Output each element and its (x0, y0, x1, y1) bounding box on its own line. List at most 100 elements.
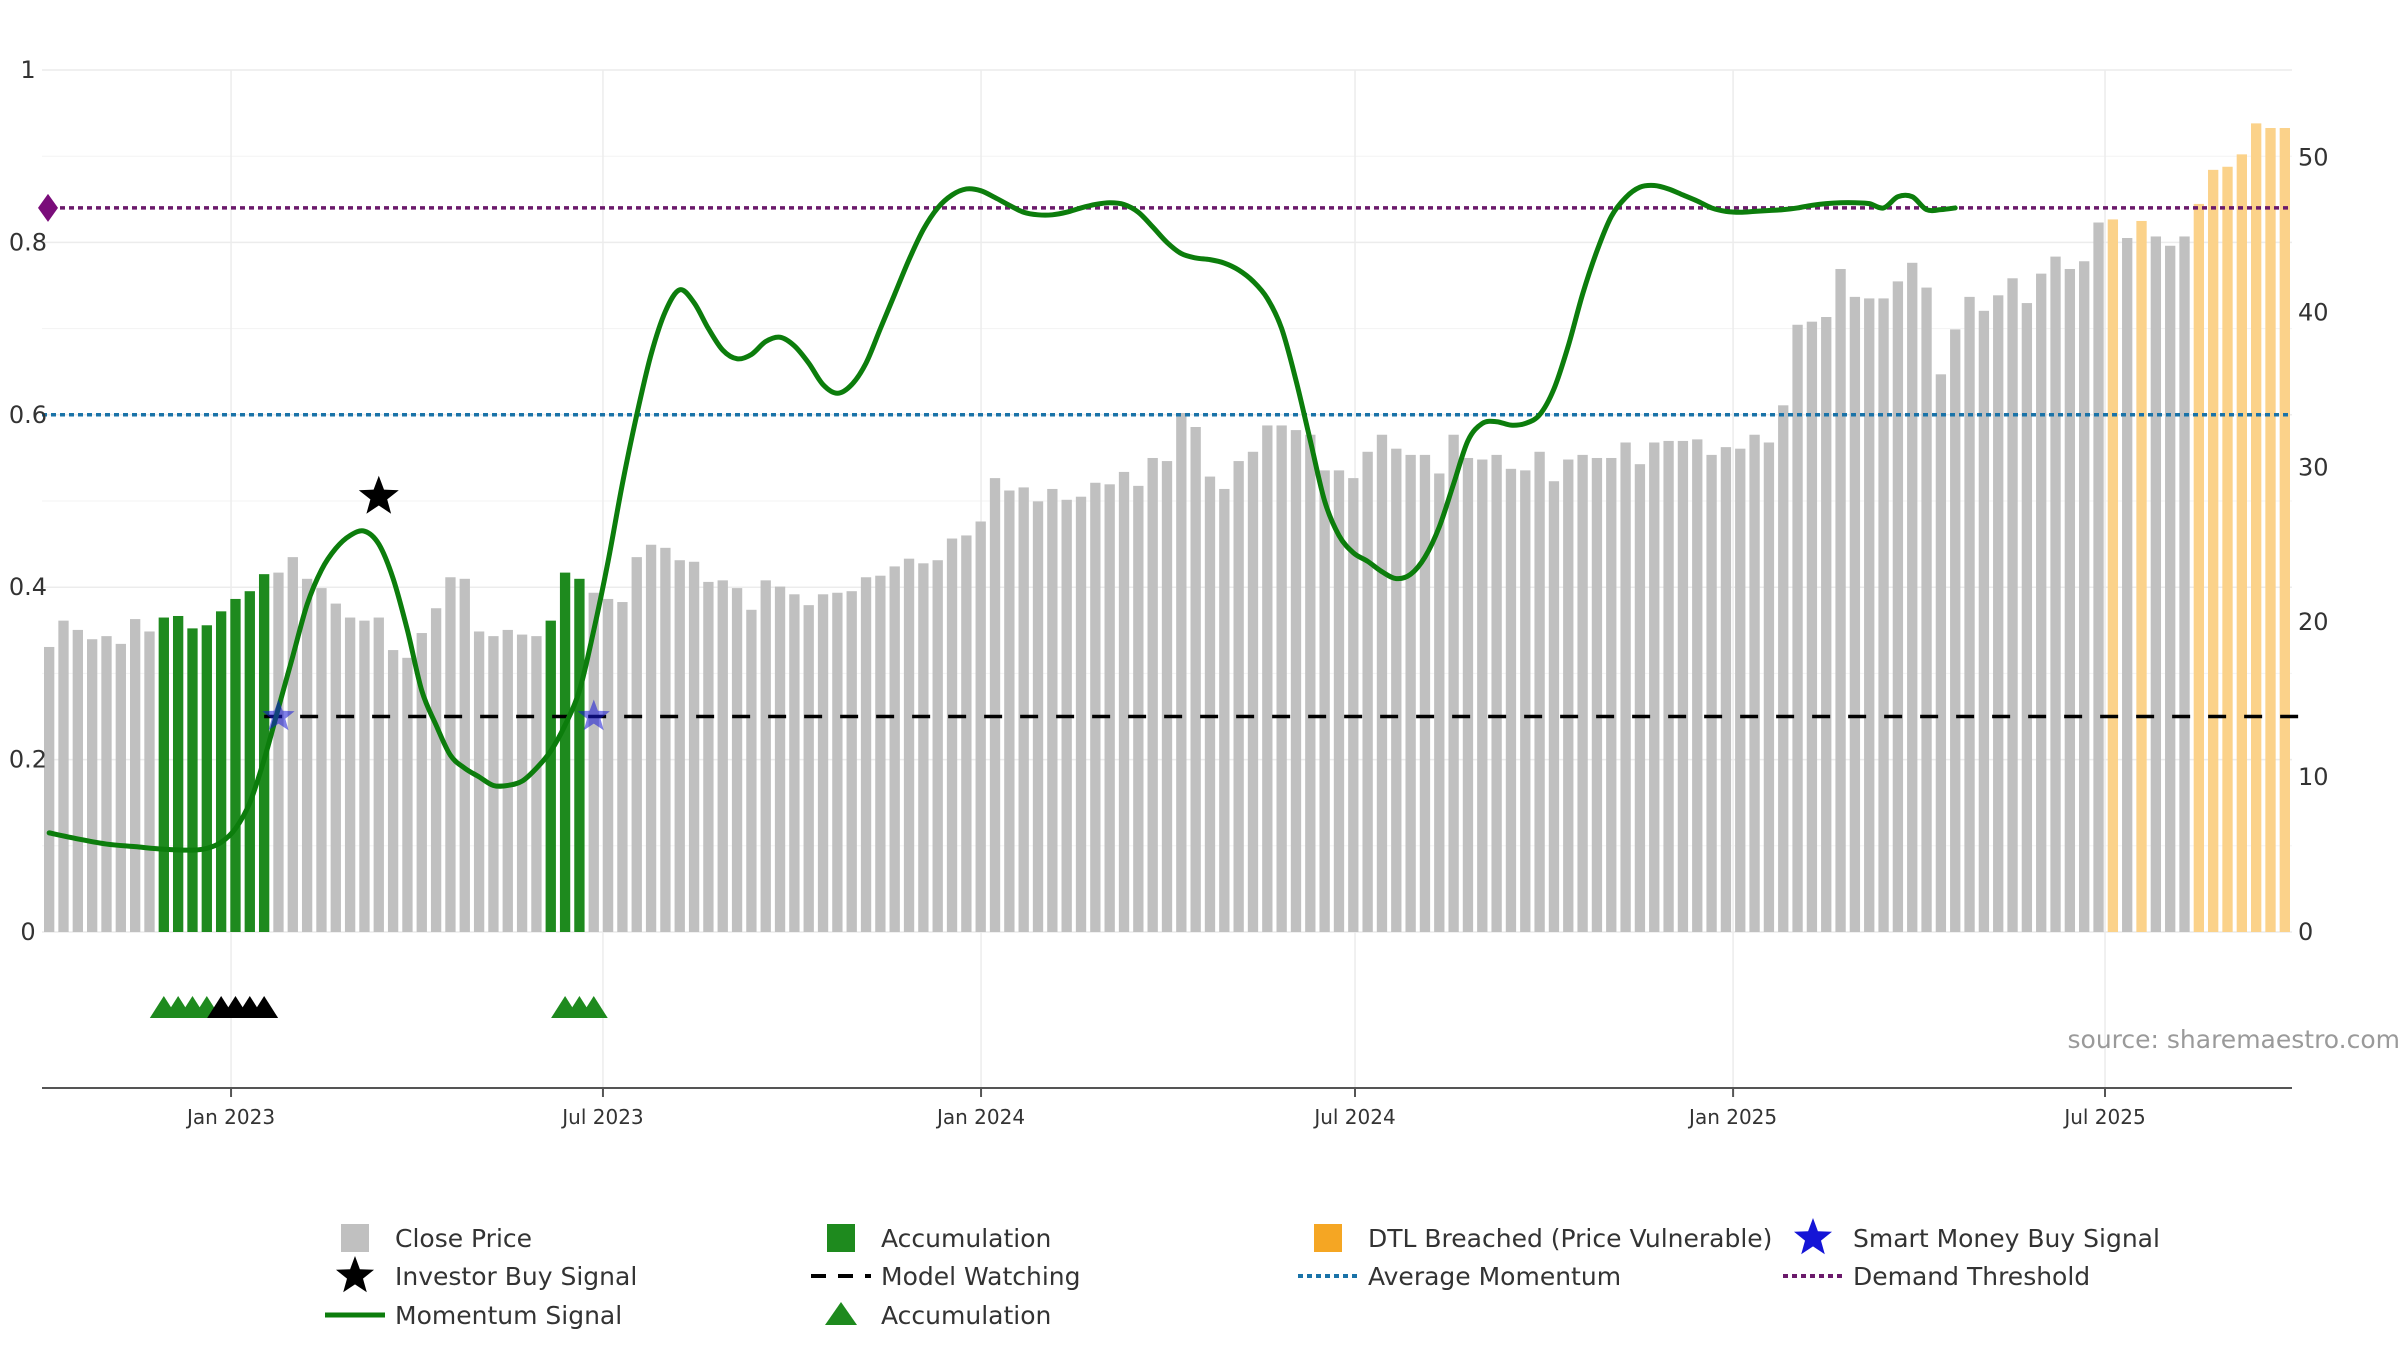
price-bar (1362, 452, 1372, 932)
price-bar (1850, 297, 1860, 932)
price-bar (818, 594, 828, 932)
price-bar (2036, 274, 2046, 932)
price-bar (1835, 269, 1845, 932)
price-bar (2179, 236, 2189, 932)
price-bar (1692, 439, 1702, 932)
price-bar (1291, 430, 1301, 932)
right-axis-tick-label: 10 (2298, 763, 2329, 791)
price-bar (431, 608, 441, 932)
price-bar (603, 599, 613, 932)
price-bar (144, 631, 154, 932)
price-bar (1577, 455, 1587, 932)
price-bar (302, 579, 312, 932)
dtl-bar (2208, 170, 2218, 932)
dtl-bar (2222, 167, 2232, 932)
price-bar (1004, 491, 1014, 932)
price-bar (1233, 461, 1243, 932)
price-bar (1764, 442, 1774, 932)
legend-label: Accumulation (881, 1301, 1051, 1330)
price-bar (1219, 489, 1229, 932)
right-axis-tick-label: 20 (2298, 608, 2329, 636)
right-axis-tick-label: 40 (2298, 298, 2329, 326)
price-bar (1721, 447, 1731, 932)
price-bar (345, 618, 355, 932)
price-bar (918, 563, 928, 932)
accumulation-bar (546, 621, 556, 932)
accumulation-bar (202, 625, 212, 932)
price-bar (1706, 455, 1716, 932)
price-bar (316, 588, 326, 932)
price-bar (1105, 484, 1115, 932)
legend-label: Model Watching (881, 1262, 1081, 1291)
price-bar (1663, 441, 1673, 932)
price-bar (1119, 472, 1129, 932)
legend-item-close: Close Price (341, 1224, 532, 1253)
price-bar (947, 539, 957, 932)
price-bar (359, 621, 369, 932)
price-bar (1420, 455, 1430, 932)
dtl-bar (2136, 221, 2146, 932)
legend-label: Accumulation (881, 1224, 1051, 1253)
price-bar (1520, 470, 1530, 932)
dtl-bar (2194, 204, 2204, 932)
price-bar (1491, 455, 1501, 932)
legend-label: Investor Buy Signal (395, 1262, 637, 1291)
x-axis-tick-label: Jul 2023 (560, 1105, 643, 1129)
demand-threshold-marker (38, 194, 58, 222)
price-bar (961, 535, 971, 932)
right-axis-tick-label: 50 (2298, 143, 2329, 171)
accumulation-bar (245, 591, 255, 932)
price-bar (675, 560, 685, 932)
price-bar (617, 602, 627, 932)
price-bar (101, 636, 111, 932)
legend-item-avg-momentum: Average Momentum (1298, 1262, 1621, 1291)
price-bar (58, 621, 68, 932)
price-bar (1979, 311, 1989, 932)
price-bar (2079, 261, 2089, 932)
price-bar (2007, 278, 2017, 932)
price-bar (503, 630, 513, 932)
price-bar (1821, 317, 1831, 932)
price-bar (1391, 449, 1401, 932)
price-bar (775, 587, 785, 932)
left-axis-tick-label: 0 (20, 918, 35, 946)
price-bar (44, 647, 54, 932)
price-bar (1864, 298, 1874, 932)
legend-label: DTL Breached (Price Vulnerable) (1368, 1224, 1772, 1253)
legend-star-icon (1794, 1218, 1832, 1254)
price-bar (1678, 441, 1688, 932)
price-bar (1907, 263, 1917, 932)
price-bar (1076, 497, 1086, 932)
price-bar (1534, 452, 1544, 932)
price-bar (1377, 435, 1387, 932)
legend-square-icon (341, 1224, 369, 1252)
legend-label: Close Price (395, 1224, 532, 1253)
price-bar (1921, 288, 1931, 932)
price-bar (1563, 460, 1573, 932)
source-label: source: sharemaestro.com (2068, 1025, 2400, 1054)
price-bar (1463, 458, 1473, 932)
price-bar (1191, 427, 1201, 932)
price-bar (1047, 489, 1057, 932)
legend-star-icon (336, 1256, 374, 1292)
price-bar (1878, 298, 1888, 932)
x-axis-tick-label: Jul 2025 (2062, 1105, 2145, 1129)
dtl-bar (2280, 128, 2290, 932)
price-bar (746, 610, 756, 932)
price-bar (1893, 281, 1903, 932)
accumulation-bar (216, 611, 226, 932)
price-bar (1749, 435, 1759, 932)
price-bar (1319, 470, 1329, 932)
legend-label: Demand Threshold (1853, 1262, 2090, 1291)
price-bar (990, 478, 1000, 932)
price-bar (2165, 246, 2175, 932)
left-axis-tick-label: 0.8 (9, 228, 47, 256)
price-bar (632, 557, 642, 932)
price-bar (689, 562, 699, 932)
price-bar (2065, 269, 2075, 932)
x-axis-tick-label: Jan 2024 (935, 1105, 1025, 1129)
price-bar (2151, 236, 2161, 932)
price-bar (904, 559, 914, 932)
left-axis-tick-label: 0.4 (9, 573, 47, 601)
right-axis-tick-label: 0 (2298, 918, 2313, 946)
